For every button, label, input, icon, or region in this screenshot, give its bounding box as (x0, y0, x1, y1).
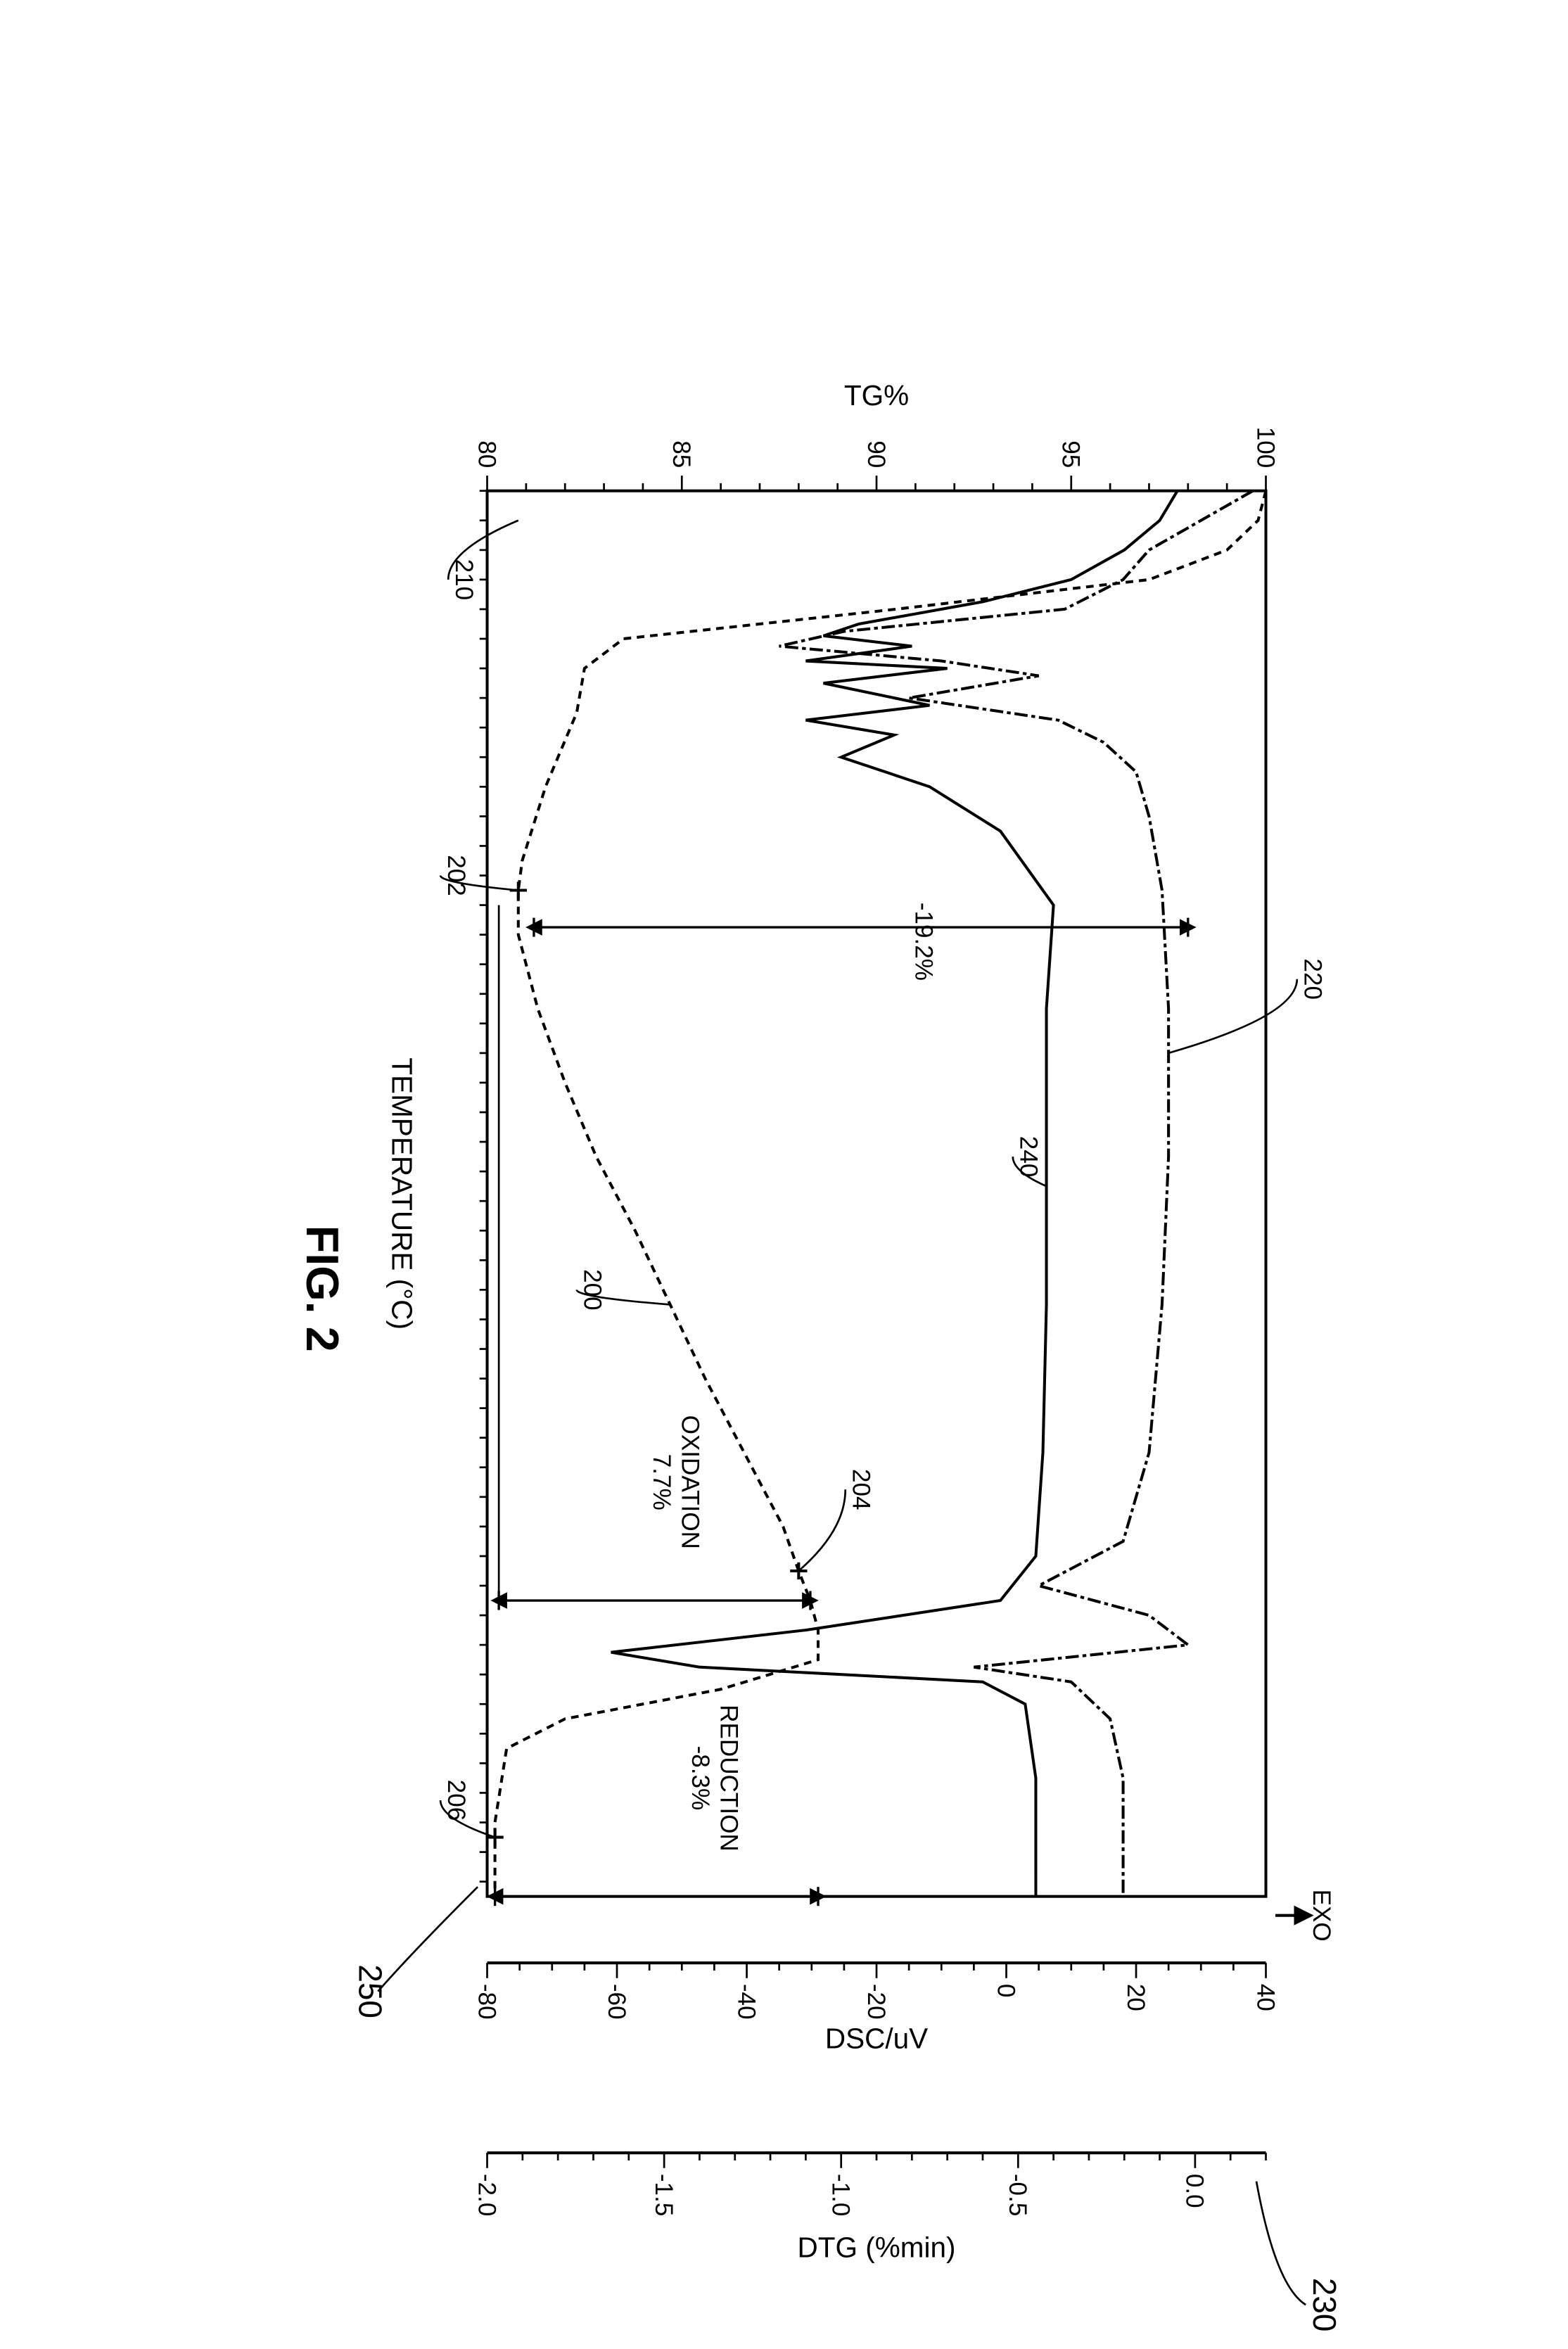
range-arrow-label: -8.3% (687, 1746, 714, 1811)
y-right1-tick-label: -80 (473, 1984, 500, 2020)
range-arrow-label: REDUCTION (715, 1705, 743, 1852)
reference-numeral: 206 (442, 1780, 470, 1821)
leader-line (798, 1489, 845, 1571)
y-left-tick-label: 85 (668, 440, 695, 468)
reference-numeral: 200 (579, 1269, 606, 1311)
range-arrow-label: OXIDATION (676, 1415, 703, 1549)
y-right2-label: DTG (%min) (798, 2232, 956, 2264)
y-left-label: TG% (844, 379, 909, 412)
x-axis-label: TEMPERATURE (°C) (386, 1057, 419, 1330)
reference-numeral: 230 (1306, 2278, 1343, 2332)
range-arrow-label: 7.7% (648, 1454, 675, 1510)
y-right2-tick-label: -0.5 (1004, 2174, 1031, 2216)
y-right1-tick-label: -60 (603, 1984, 630, 2020)
y-right1-tick-label: 40 (1251, 1984, 1279, 2011)
y-right2-tick-label: 0.0 (1181, 2174, 1209, 2208)
y-left-tick-label: 95 (1057, 440, 1085, 468)
reference-numeral: 202 (442, 855, 470, 896)
y-right2-tick-label: -2.0 (473, 2174, 500, 2216)
y-left-tick-label: 90 (862, 440, 890, 468)
y-right2-tick-label: -1.0 (827, 2174, 855, 2216)
y-right1-tick-label: -20 (862, 1984, 890, 2020)
y-right1-label: DSC/uV (825, 2023, 928, 2055)
figure-label: FIG. 2 (297, 1226, 348, 1352)
y-right1-tick-label: 0 (992, 1984, 1019, 1998)
y-right2-tick-label: -1.5 (650, 2174, 677, 2216)
y-right1-tick-label: -40 (732, 1984, 760, 2020)
reference-numeral: 210 (450, 559, 478, 601)
reference-numeral: 240 (1015, 1136, 1043, 1178)
reference-numeral: 204 (848, 1469, 875, 1510)
leader-line (1168, 979, 1297, 1053)
y-left-tick-label: 100 (1251, 427, 1279, 469)
reference-numeral: 250 (352, 1964, 388, 2018)
page: TEMPERATURE (°C) 80 85 90 95 100 TG% -80 -60 -40 -… (0, 0, 1568, 2349)
range-arrow-label: -19.2% (910, 903, 937, 981)
reference-numeral: 220 (1299, 958, 1327, 1000)
y-left-tick-label: 80 (473, 440, 500, 468)
dsc-curve (779, 491, 1253, 1897)
dtg-curve (611, 491, 1178, 1897)
tg-curve (495, 491, 1266, 1897)
exo-label: EXO (1308, 1890, 1335, 1942)
thermal-analysis-chart: TEMPERATURE (°C) 80 85 90 95 100 TG% -80 -60 -40 -… (0, 0, 1568, 2349)
y-right1-tick-label: 20 (1122, 1984, 1149, 2011)
